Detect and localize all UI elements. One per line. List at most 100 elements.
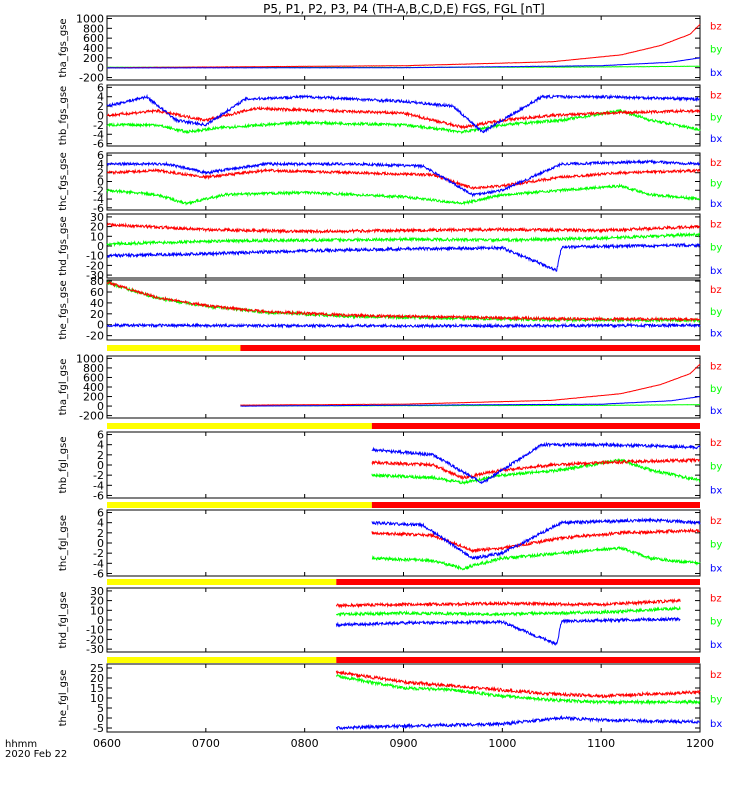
y-tick-label: 4: [97, 517, 104, 530]
legend-bz: bz: [710, 285, 722, 296]
series-bz-line: [106, 105, 700, 130]
y-tick-label: 200: [83, 391, 104, 404]
series-bz-line: [335, 598, 681, 609]
panel-frame: [106, 279, 701, 341]
series-by-line: [371, 457, 701, 486]
x-tick-label: 0900: [390, 737, 418, 750]
y-axis-label: thb_fgl_gse: [58, 437, 69, 494]
y-axis-label: tha_fgl_gse: [58, 359, 69, 416]
y-tick-label: -4: [93, 193, 104, 206]
series-bx-line: [371, 517, 701, 561]
y-tick-label: 20: [90, 308, 104, 321]
mode-bar-yellow: [107, 579, 337, 585]
time-axis: 0600 0700 0800 0900 1000 1100 1200: [93, 737, 714, 750]
x-tick-label: 1200: [686, 737, 714, 750]
y-tick-label: 20: [90, 672, 104, 685]
legend-by: by: [710, 695, 722, 706]
y-tick-label: 10: [90, 230, 104, 243]
x-tick-label: 0700: [192, 737, 220, 750]
series-bz-line: [106, 167, 701, 190]
series-by-line: [106, 279, 701, 324]
y-tick-label: -200: [79, 72, 104, 85]
legend-bx: bx: [710, 406, 722, 417]
y-axis-label: thd_fgs_gse: [58, 216, 69, 275]
y-axis-label: the_fgs_gse: [58, 280, 69, 339]
legend-bx: bx: [710, 134, 722, 145]
y-tick-label: 0: [97, 319, 104, 332]
y-tick-label: -4: [93, 557, 104, 570]
legend-by: by: [710, 617, 722, 628]
series-bx-line: [335, 616, 681, 646]
y-tick-label: 2: [97, 527, 104, 540]
y-tick-label: 20: [90, 221, 104, 234]
legend-by: by: [710, 112, 722, 123]
y-tick-label: 4: [97, 158, 104, 171]
series-by-line: [335, 605, 681, 618]
y-tick-label: 0: [97, 537, 104, 550]
y-tick-label: -10: [86, 624, 104, 637]
series-bx-line: [106, 57, 700, 69]
y-tick-label: 0: [97, 712, 104, 725]
panel-frame: [106, 84, 701, 147]
y-tick-label: -4: [93, 128, 104, 141]
mode-bar-red: [371, 502, 700, 508]
y-tick-label: 2: [97, 167, 104, 180]
y-tick-label: 30: [90, 585, 104, 598]
legend-by: by: [710, 384, 722, 395]
y-tick-label: 5: [97, 702, 104, 715]
series-bx-line: [240, 396, 701, 407]
series-bz-line: [106, 23, 701, 69]
legend-by: by: [710, 178, 722, 189]
y-tick-label: 0: [97, 176, 104, 189]
y-tick-label: 15: [90, 682, 104, 695]
y-tick-label: 0: [97, 110, 104, 123]
legend-bx: bx: [710, 328, 722, 339]
legend-bz: bz: [710, 158, 722, 169]
y-tick-label: 1000: [76, 12, 104, 25]
y-tick-label: -20: [86, 330, 104, 343]
y-tick-label: -200: [79, 410, 104, 423]
series-bz-line: [240, 363, 701, 406]
mode-bars: [107, 345, 701, 663]
y-tick-label: -6: [93, 489, 104, 502]
panel-frame: [106, 15, 701, 81]
mode-bar-yellow: [107, 345, 241, 351]
mode-bar-red: [336, 579, 700, 585]
series-bx-line: [106, 322, 701, 329]
series-by-line: [335, 674, 701, 706]
y-tick-label: 25: [90, 662, 104, 675]
legend-bx: bx: [710, 485, 722, 496]
series-by-line: [371, 545, 701, 571]
panel-frame: [106, 663, 701, 733]
y-tick-label: 0: [97, 614, 104, 627]
y-tick-label: 800: [83, 362, 104, 375]
y-tick-label: 1000: [76, 352, 104, 365]
y-tick-label: 6: [97, 149, 104, 162]
y-tick-label: 30: [90, 211, 104, 224]
panel-frame: [106, 509, 701, 577]
legend-by: by: [710, 540, 722, 551]
legend-by: by: [710, 307, 722, 318]
legend-by: by: [710, 243, 722, 254]
mode-bar-red: [371, 423, 700, 429]
series-bx-line: [106, 242, 701, 272]
y-tick-label: -20: [86, 259, 104, 272]
y-tick-label: 2: [97, 449, 104, 462]
y-tick-label: -2: [93, 184, 104, 197]
y-tick-label: 4: [97, 91, 104, 104]
y-tick-label: 10: [90, 604, 104, 617]
x-tick-label: 0800: [291, 737, 319, 750]
series-bz-line: [371, 527, 701, 554]
series-by-line: [106, 182, 701, 206]
series-bz-line: [106, 281, 701, 323]
y-tick-label: 400: [83, 42, 104, 55]
y-axis-label: thd_fgl_gse: [58, 592, 69, 649]
y-tick-label: 400: [83, 381, 104, 394]
mode-bar-yellow: [107, 423, 372, 429]
